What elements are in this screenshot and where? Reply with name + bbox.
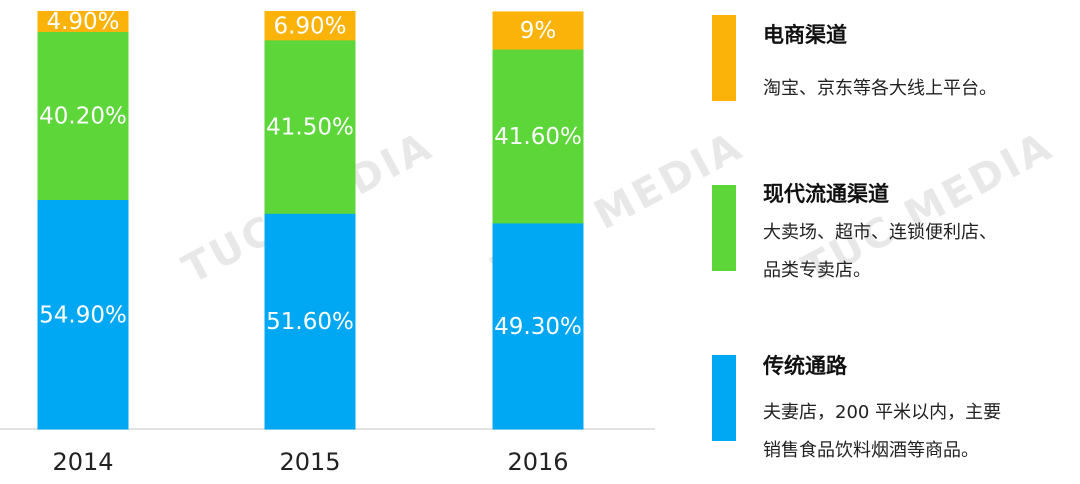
legend-item-traditional: 传统通路 夫妻店，200 平米以内，主要 销售食品饮料烟酒等商品。	[712, 354, 1072, 461]
legend-description-line: 淘宝、京东等各大线上平台。	[763, 78, 997, 99]
legend-description-line: 夫妻店，200 平米以内，主要	[763, 402, 1002, 423]
data-label: 4.90%	[46, 9, 119, 35]
bar-segment	[492, 11, 584, 50]
legend-swatch-traditional	[712, 355, 736, 441]
bar-segment	[37, 11, 129, 32]
x-tick-label: 2015	[279, 448, 340, 476]
stacked-bar-chart: 54.90% 40.20% 4.90% 51.60% 41.50% 6.90% 49.30%…	[0, 9, 655, 476]
legend-title: 现代流通渠道	[763, 182, 889, 206]
legend-swatch-ecommerce	[712, 15, 736, 101]
legend-description: 大卖场、超市、连锁便利店、 品类专卖店。	[763, 214, 1080, 290]
data-label: 40.20%	[39, 104, 127, 130]
data-label: 41.50%	[266, 115, 354, 141]
legend-description-line: 品类专卖店。	[763, 260, 871, 281]
legend-description-line: 销售食品饮料烟酒等商品。	[763, 440, 979, 461]
legend-item-ecommerce: 电商渠道 淘宝、京东等各大线上平台。	[712, 15, 1072, 101]
legend-title: 传统通路	[763, 354, 847, 378]
bar-segment	[37, 199, 129, 430]
data-label: 54.90%	[39, 302, 127, 328]
legend-swatch-modern-retail	[712, 185, 736, 271]
legend-item-modern-retail: 现代流通渠道 大卖场、超市、连锁便利店、 品类专卖店。	[712, 182, 1072, 281]
x-tick-label: 2014	[52, 448, 113, 476]
bar-segment	[264, 11, 356, 41]
bar-segment	[264, 39, 356, 214]
legend-description-line: 大卖场、超市、连锁便利店、	[763, 222, 997, 243]
data-label: 49.30%	[494, 314, 582, 340]
legend-description: 淘宝、京东等各大线上平台。	[763, 70, 1080, 108]
bar-segment	[492, 49, 584, 224]
data-label: 51.60%	[266, 309, 354, 335]
data-label: 9%	[520, 18, 557, 44]
bar-segment	[37, 31, 129, 201]
bar-segment	[264, 213, 356, 430]
legend-title: 电商渠道	[763, 23, 847, 47]
data-label: 6.90%	[273, 13, 346, 39]
x-tick-label: 2016	[507, 448, 568, 476]
legend-description: 夫妻店，200 平米以内，主要 销售食品饮料烟酒等商品。	[763, 394, 1080, 470]
bar-segment	[492, 222, 584, 430]
data-label: 41.60%	[494, 124, 582, 150]
